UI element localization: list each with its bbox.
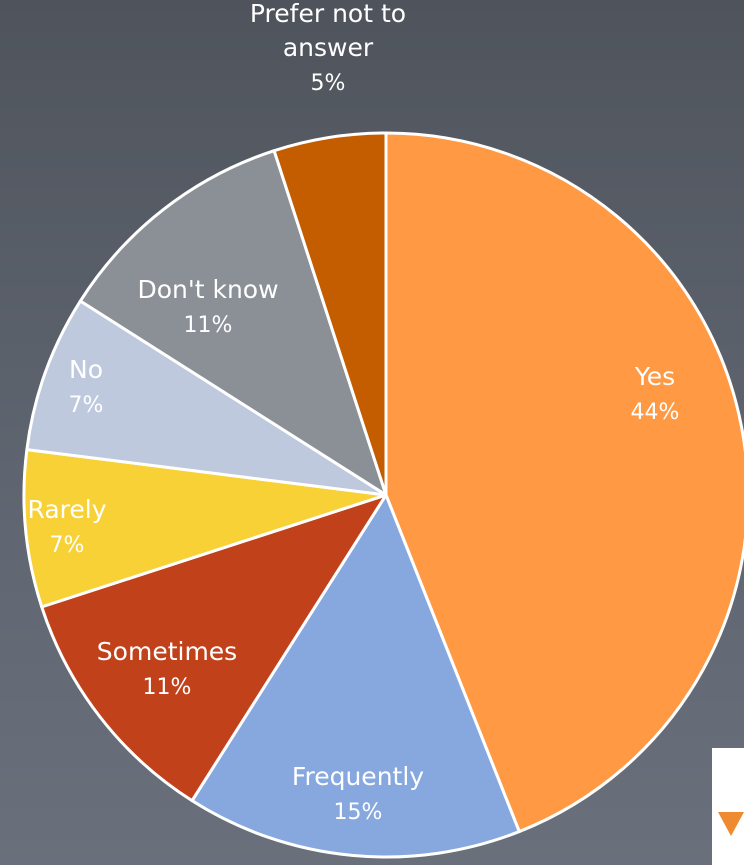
slice-category-text: Yes <box>634 362 675 391</box>
slice-label-rarely: Rarely 7% <box>28 495 107 558</box>
pie-slice-yes <box>384 131 744 834</box>
slice-label-don-t-know: Don't know 11% <box>137 275 278 338</box>
slice-percent-text: 11% <box>143 675 192 700</box>
pie-slice-don-t-know <box>78 149 388 497</box>
slice-label-prefer-not-to-answer: Prefer not to answer 5% <box>250 0 406 96</box>
pie-slices <box>22 131 744 859</box>
slice-percent-text: 44% <box>631 400 680 425</box>
slice-category-text: Frequently <box>292 762 424 791</box>
slice-label-yes: Yes 44% <box>631 362 680 425</box>
slice-label-frequently: Frequently 15% <box>292 762 424 825</box>
slice-label-sometimes: Sometimes 11% <box>97 637 237 700</box>
slice-category-text: Don't know <box>137 275 278 304</box>
pie-slice-frequently <box>190 493 521 859</box>
pie-slice-prefer-not-to-answer <box>272 131 388 497</box>
slice-category-text: answer <box>283 33 374 62</box>
pie-slice-rarely <box>22 448 388 609</box>
slice-percent-text: 15% <box>334 800 383 825</box>
pie-slice-no <box>25 299 388 497</box>
slice-percent-text: 7% <box>50 533 85 558</box>
slice-category-text: Rarely <box>28 495 107 524</box>
slice-category-text: Sometimes <box>97 637 237 666</box>
pie-slice-sometimes <box>40 493 388 803</box>
slice-percent-text: 7% <box>69 393 104 418</box>
slice-label-no: No 7% <box>69 355 104 418</box>
corner-logo-mark <box>718 812 744 836</box>
corner-decoration <box>712 748 744 865</box>
pie-labels: Yes 44%Frequently 15%Sometimes 11%Rarely 7%N… <box>28 0 680 825</box>
slice-category-text: No <box>69 355 103 384</box>
slice-percent-text: 5% <box>311 71 346 96</box>
slice-category-text: Prefer not to <box>250 0 406 28</box>
slice-percent-text: 11% <box>184 313 233 338</box>
